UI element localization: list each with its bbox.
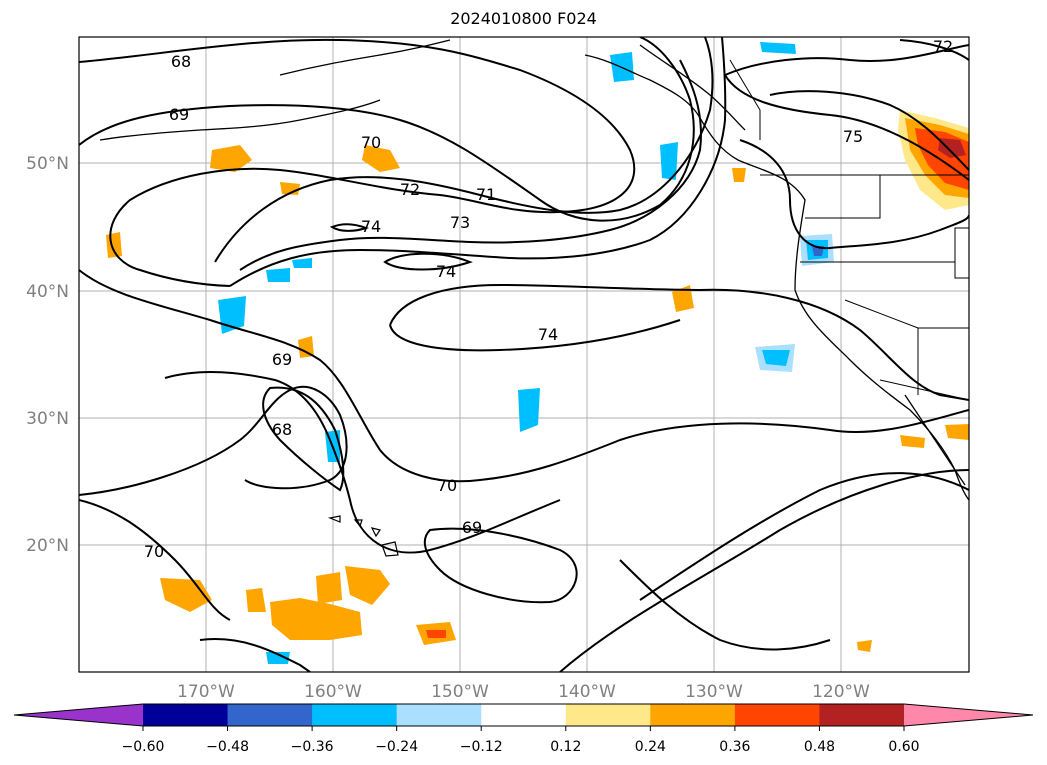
contour-label: 69 xyxy=(462,518,482,537)
colorbar-segment xyxy=(481,704,567,726)
anomaly-fill xyxy=(106,42,969,664)
colorbar-ticks: −0.60 −0.48 −0.36 −0.24 −0.12 0.12 0.24 0.36 0.4… xyxy=(122,726,920,755)
colorbar-segment xyxy=(819,704,905,726)
latitude-labels: 50°N 40°N 30°N 20°N xyxy=(26,154,69,556)
lon-label-170w: 170°W xyxy=(177,682,235,702)
contour-label: 74 xyxy=(436,262,456,281)
contour-label: 72 xyxy=(400,180,420,199)
lat-label-30n: 30°N xyxy=(26,409,69,429)
colorbar-tick-label: 0.36 xyxy=(719,739,750,755)
colorbar-tick-label: −0.48 xyxy=(206,739,249,755)
colorbar-segment xyxy=(565,704,651,726)
longitude-labels: 170°W 160°W 150°W 140°W 130°W 120°W xyxy=(177,682,870,702)
colorbar-segment xyxy=(143,704,229,726)
contour-label: 68 xyxy=(171,52,191,71)
contour-label: 72 xyxy=(933,37,953,56)
lon-label-160w: 160°W xyxy=(304,682,362,702)
contour-label: 73 xyxy=(450,213,470,232)
height-contours xyxy=(79,37,969,672)
colorbar-tick-label: 0.12 xyxy=(550,739,581,755)
contour-label: 68 xyxy=(272,420,292,439)
contour-labels: 68 69 70 72 71 73 74 74 74 69 68 70 69 7… xyxy=(144,37,953,561)
lat-label-40n: 40°N xyxy=(26,282,69,302)
lat-label-50n: 50°N xyxy=(26,154,69,174)
colorbar-extend-min xyxy=(14,704,143,726)
colorbar xyxy=(13,703,1034,727)
lon-label-140w: 140°W xyxy=(558,682,616,702)
colorbar-tick-label: −0.60 xyxy=(122,739,165,755)
contour-label: 74 xyxy=(361,217,381,236)
colorbar-tick-label: 0.24 xyxy=(635,739,666,755)
lon-label-150w: 150°W xyxy=(431,682,489,702)
colorbar-tick-label: 0.48 xyxy=(804,739,835,755)
colorbar-tick-label: 0.60 xyxy=(888,739,919,755)
lon-label-120w: 120°W xyxy=(812,682,870,702)
gridlines xyxy=(79,37,969,672)
colorbar-segment xyxy=(396,704,482,726)
contour-label: 69 xyxy=(272,350,292,369)
colorbar-segment xyxy=(650,704,736,726)
lat-label-20n: 20°N xyxy=(26,536,69,556)
contour-label: 71 xyxy=(476,185,496,204)
contour-label: 69 xyxy=(169,105,189,124)
contour-label: 70 xyxy=(361,133,381,152)
colorbar-segment xyxy=(312,704,398,726)
colorbar-segment xyxy=(734,704,820,726)
colorbar-tick-label: −0.12 xyxy=(460,739,503,755)
contour-label: 70 xyxy=(437,476,457,495)
map-title: 2024010800 F024 xyxy=(450,9,597,28)
colorbar-tick-label: −0.24 xyxy=(375,739,418,755)
contour-label: 74 xyxy=(538,325,558,344)
contour-label: 75 xyxy=(843,127,863,146)
coastlines xyxy=(99,39,969,501)
hawaii-islands xyxy=(327,515,399,557)
colorbar-segment xyxy=(227,704,313,726)
map-frame xyxy=(78,36,970,673)
lon-label-130w: 130°W xyxy=(685,682,743,702)
colorbar-extend-max xyxy=(904,704,1033,726)
colorbar-tick-label: −0.36 xyxy=(291,739,334,755)
contour-label: 70 xyxy=(144,542,164,561)
borders xyxy=(729,59,969,401)
